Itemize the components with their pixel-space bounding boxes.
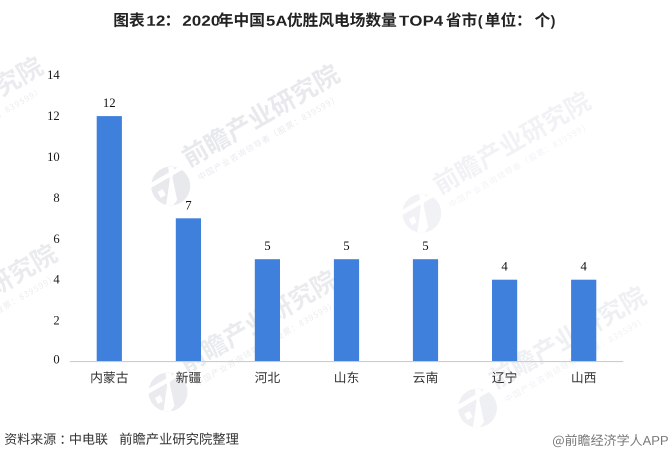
svg-text:4: 4: [580, 260, 587, 274]
svg-text:4: 4: [53, 273, 60, 287]
svg-text:5: 5: [343, 239, 349, 253]
svg-text:12: 12: [103, 96, 116, 110]
svg-text:2: 2: [53, 314, 59, 328]
svg-text:10: 10: [47, 150, 60, 164]
svg-text:4: 4: [501, 260, 508, 274]
svg-text:0: 0: [53, 353, 59, 367]
svg-text:5: 5: [264, 239, 270, 253]
svg-text:12: 12: [47, 109, 60, 123]
svg-text:14: 14: [47, 68, 60, 82]
svg-text:8: 8: [53, 191, 59, 205]
svg-text:5: 5: [422, 239, 428, 253]
svg-text:6: 6: [53, 232, 59, 246]
svg-text:7: 7: [185, 198, 192, 212]
